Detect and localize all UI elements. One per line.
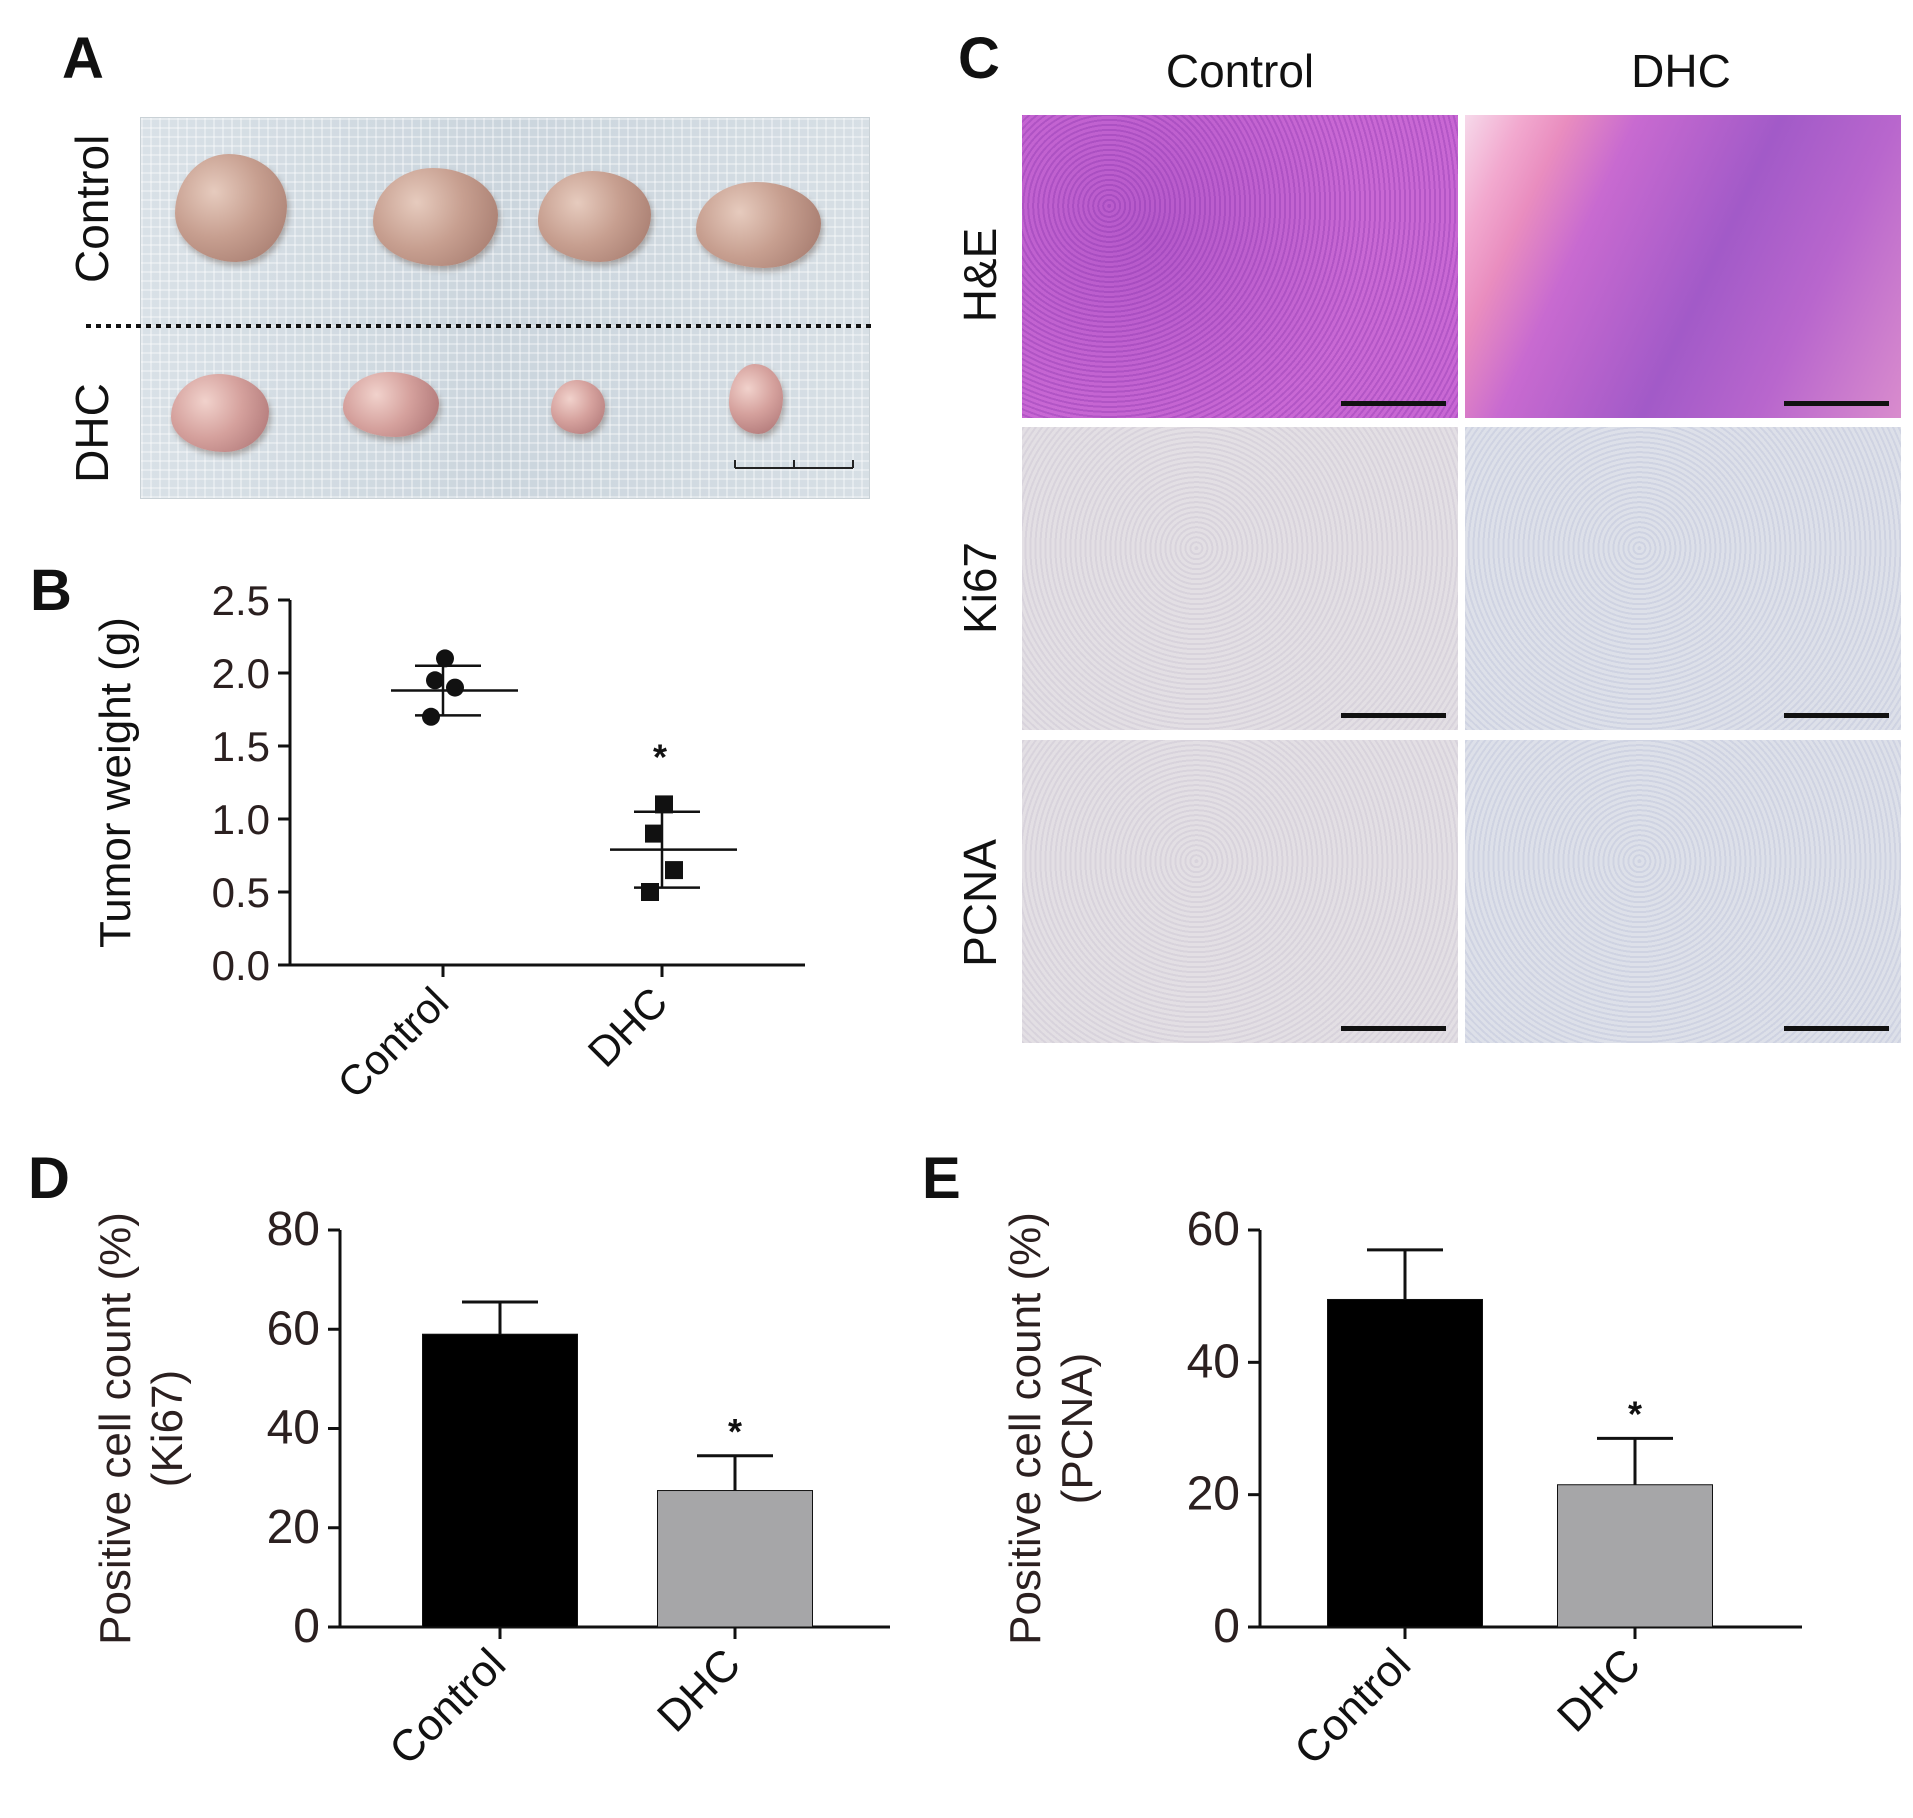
scale-bar: [1784, 1026, 1889, 1031]
y-axis-title-line: Positive cell count (%): [91, 1212, 140, 1645]
x-category-label: Control: [1285, 1639, 1420, 1774]
y-tick-label: 20: [1187, 1468, 1240, 1521]
pcna-dhc-image: [1465, 740, 1901, 1043]
x-category-label: Control: [380, 1639, 515, 1774]
panel-c-row-label-he: H&E: [954, 227, 1006, 323]
y-tick-label: 2.5: [212, 577, 270, 624]
data-point-circle: [446, 678, 464, 697]
x-category-label: DHC: [1548, 1639, 1650, 1741]
tumor-control-2: [373, 168, 498, 266]
bar: [1327, 1298, 1483, 1628]
panel-a-letter: A: [62, 26, 104, 91]
panel-c-col-label-dhc: DHC: [1631, 45, 1731, 97]
tumor-dhc-3: [551, 380, 605, 434]
ki67-dhc-image: [1465, 427, 1901, 730]
y-tick-label: 0: [293, 1600, 320, 1653]
x-category-label: DHC: [648, 1639, 750, 1741]
data-point-circle: [436, 649, 454, 668]
data-point-square: [665, 861, 683, 880]
y-tick-label: 1.5: [212, 723, 270, 770]
tumor-dhc-2: [343, 372, 439, 437]
panel-d-letter: D: [28, 1146, 70, 1211]
scale-bar: [1341, 1026, 1446, 1031]
bar: [422, 1333, 578, 1628]
chart-b-tumor-weight: 0.0 0.5 1.0 1.5 2.0 2.5 Control DHC Tumor weight…: [91, 577, 805, 1107]
group-divider: [86, 324, 875, 328]
panel-c-row-label-pcna: PCNA: [954, 839, 1006, 967]
y-tick-label: 80: [267, 1203, 320, 1256]
tumor-dhc-4: [729, 364, 783, 434]
data-point-square: [645, 824, 663, 843]
y-tick-label: 60: [267, 1302, 320, 1355]
y-axis-title-line: Positive cell count (%): [1001, 1212, 1050, 1645]
pcna-control-image: [1022, 740, 1458, 1043]
data-point-circle: [422, 707, 440, 726]
panel-c-letter: C: [958, 26, 1000, 91]
y-tick-label: 2.0: [212, 650, 270, 697]
panel-c-col-label-control: Control: [1165, 45, 1315, 97]
tumor-photograph: [140, 117, 870, 499]
y-tick-label: 20: [267, 1501, 320, 1554]
y-tick-label: 0.0: [212, 942, 270, 989]
x-category-label: DHC: [579, 978, 677, 1076]
significance-asterisk: *: [728, 1411, 742, 1452]
y-tick-label: 0: [1213, 1600, 1240, 1653]
scale-bar: [1341, 401, 1446, 406]
y-axis-title-line: (PCNA): [1053, 1353, 1102, 1505]
scale-bar: [1784, 713, 1889, 718]
scale-bar: [1341, 713, 1446, 718]
he-control-image: [1022, 115, 1458, 418]
panel-e-letter: E: [922, 1146, 961, 1211]
y-axis-title: Tumor weight (g): [91, 617, 140, 948]
x-category-label: Control: [328, 978, 457, 1107]
y-tick-label: 60: [1187, 1203, 1240, 1256]
chart-e-pcna: 0 20 40 60 Control DHC Positive cell count (%)…: [1001, 1203, 1802, 1774]
significance-asterisk: *: [653, 736, 667, 777]
bar: [1557, 1484, 1713, 1628]
scale-bar: [1784, 401, 1889, 406]
y-tick-label: 40: [1187, 1335, 1240, 1388]
tumor-control-4: [696, 182, 821, 268]
data-point-circle: [426, 671, 444, 690]
y-tick-label: 40: [267, 1402, 320, 1455]
tumor-dhc-1: [171, 374, 269, 452]
photo-overlay: [734, 460, 854, 469]
panel-b-letter: B: [30, 558, 72, 623]
panel-c-row-label-ki67: Ki67: [954, 541, 1006, 635]
data-point-square: [641, 883, 659, 901]
tumor-control-3: [538, 171, 651, 262]
y-axis-title-line: (Ki67): [143, 1370, 192, 1487]
y-tick-label: 1.0: [212, 796, 270, 843]
significance-asterisk: *: [1628, 1393, 1642, 1434]
bar: [657, 1490, 813, 1628]
data-point-square: [655, 795, 673, 814]
chart-d-ki67: 0 20 40 60 80 Control DHC Positive cell count (…: [91, 1203, 890, 1774]
y-tick-label: 0.5: [212, 869, 270, 916]
he-dhc-image: [1465, 115, 1901, 418]
tumor-control-1: [175, 154, 287, 262]
ki67-control-image: [1022, 427, 1458, 730]
